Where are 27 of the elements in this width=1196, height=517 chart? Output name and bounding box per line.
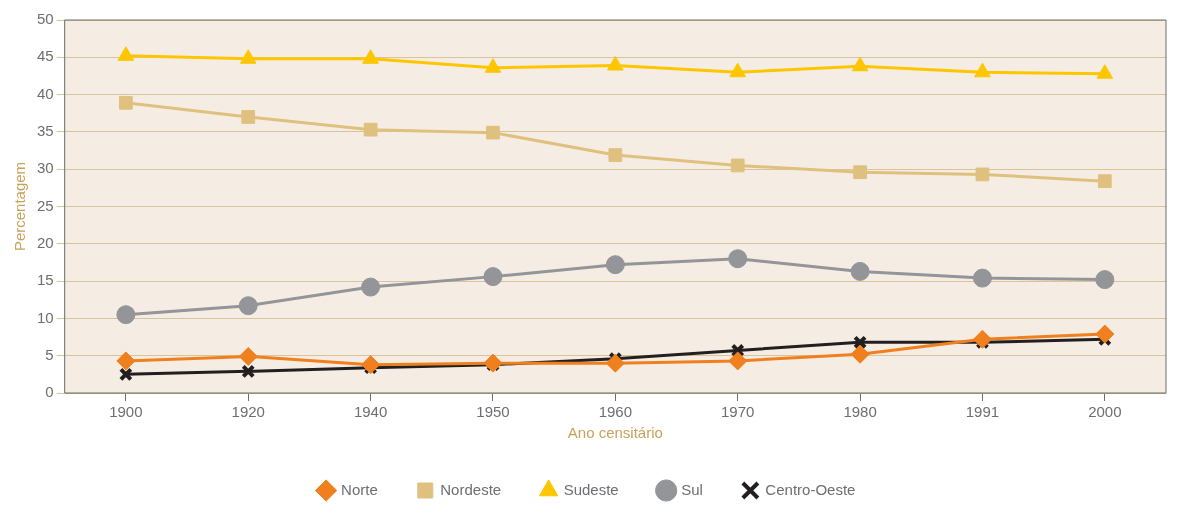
x-tick-label: 1900 (109, 403, 143, 421)
legend-label: Centro-Oeste (765, 480, 856, 498)
x-tick-label: 1950 (476, 403, 510, 421)
x-tick-label: 1940 (353, 403, 388, 421)
x-tick-label: 1980 (843, 403, 877, 421)
y-tick-label: 0 (45, 383, 54, 401)
x-tick-label: 1970 (721, 403, 755, 421)
y-tick-label: 25 (37, 196, 54, 214)
y-axis-title: Percentagem (11, 161, 29, 252)
y-tick-label: 50 (37, 10, 54, 28)
y-tick-label: 15 (37, 271, 54, 289)
x-tick-label: 2000 (1088, 403, 1122, 421)
y-tick-label: 20 (37, 233, 54, 251)
x-tick-label: 1960 (598, 403, 633, 421)
legend-label: Sul (681, 480, 703, 498)
y-tick-label: 40 (37, 84, 54, 102)
legend-label: Norte (341, 480, 378, 498)
legend-label: Sudeste (563, 480, 619, 498)
y-tick-label: 30 (37, 159, 54, 177)
y-tick-label: 5 (45, 345, 54, 363)
y-tick-label: 45 (37, 47, 54, 65)
x-tick-label: 1920 (231, 403, 265, 421)
y-tick-label: 10 (37, 308, 54, 326)
y-tick-label: 35 (37, 122, 54, 140)
x-axis-title: Ano censitário (567, 424, 663, 442)
legend-label: Nordeste (440, 480, 502, 498)
x-tick-label: 1991 (965, 403, 1000, 421)
